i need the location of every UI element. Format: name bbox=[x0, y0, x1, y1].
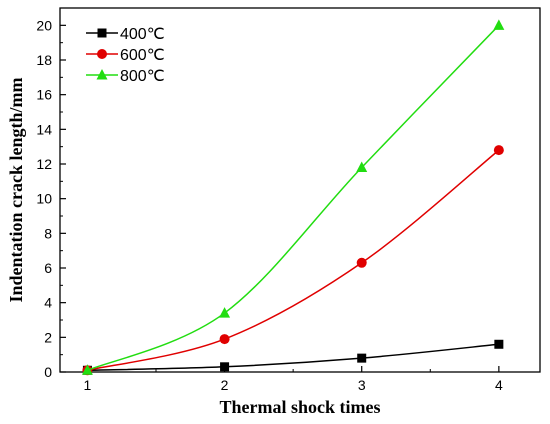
x-tick-label: 3 bbox=[358, 377, 366, 393]
legend-label: 800℃ bbox=[120, 68, 165, 85]
legend-marker bbox=[97, 49, 107, 59]
y-tick-label: 20 bbox=[36, 17, 52, 33]
series-line bbox=[87, 149, 500, 371]
y-tick-label: 2 bbox=[44, 329, 52, 345]
y-tick-label: 0 bbox=[44, 364, 52, 380]
data-point bbox=[494, 339, 504, 349]
data-point bbox=[356, 257, 367, 268]
series-line bbox=[87, 24, 500, 371]
x-axis: 1 2 3 4 bbox=[84, 366, 503, 393]
data-point bbox=[219, 334, 230, 345]
y-axis-title: Indentation crack length/mm bbox=[6, 77, 26, 302]
x-axis-title: Thermal shock times bbox=[220, 397, 381, 417]
legend-marker bbox=[96, 69, 108, 80]
series-layer bbox=[81, 19, 505, 376]
legend-label: 400℃ bbox=[120, 26, 165, 43]
data-point bbox=[493, 145, 504, 156]
y-tick-label: 10 bbox=[36, 191, 52, 207]
y-tick-label: 6 bbox=[44, 260, 52, 276]
y-tick-label: 16 bbox=[36, 87, 52, 103]
x-tick-label: 1 bbox=[84, 377, 92, 393]
y-tick-label: 12 bbox=[36, 156, 52, 172]
plot-frame bbox=[59, 7, 541, 373]
y-tick-label: 18 bbox=[36, 52, 52, 68]
series-line bbox=[87, 343, 499, 372]
legend-label: 600℃ bbox=[120, 47, 165, 64]
y-tick-label: 8 bbox=[44, 225, 52, 241]
data-point bbox=[220, 362, 230, 372]
x-tick-label: 4 bbox=[495, 377, 503, 393]
series-1 bbox=[82, 145, 504, 376]
data-point bbox=[493, 19, 505, 30]
data-point bbox=[219, 307, 231, 318]
y-tick-label: 4 bbox=[44, 295, 52, 311]
series-2 bbox=[81, 19, 505, 375]
legend-marker bbox=[97, 28, 107, 38]
data-point bbox=[357, 353, 367, 363]
legend: 400℃ 600℃ 800℃ bbox=[86, 26, 165, 85]
y-axis: 0 2 4 6 8 10 12 14 16 18 20 bbox=[36, 17, 66, 380]
data-point bbox=[81, 364, 93, 375]
y-tick-label: 14 bbox=[36, 121, 52, 137]
x-tick-label: 2 bbox=[221, 377, 229, 393]
data-point bbox=[356, 161, 368, 172]
